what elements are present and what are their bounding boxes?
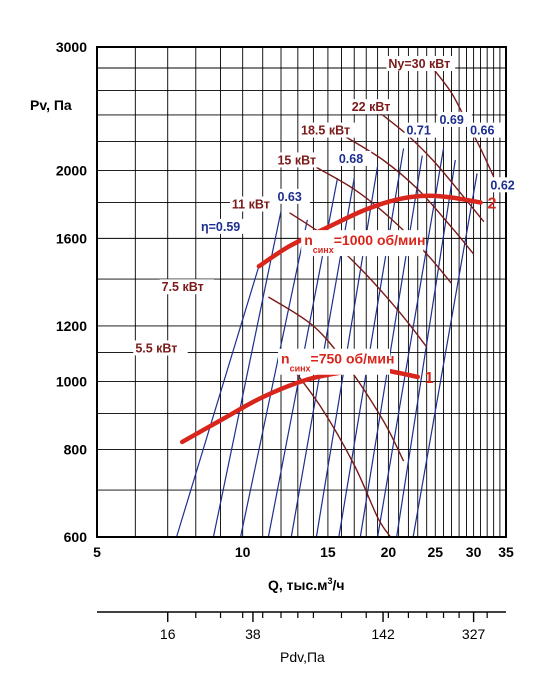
power-curve xyxy=(283,357,392,538)
x-tick-label: 20 xyxy=(381,544,397,560)
power-label-background xyxy=(133,340,188,356)
y-tick-label: 2000 xyxy=(56,162,87,178)
y-tick-label: 800 xyxy=(64,441,88,457)
plot-border xyxy=(96,46,507,538)
power-curve-label: 7.5 кВт xyxy=(162,280,204,294)
power-curve xyxy=(289,212,428,348)
power-curve-label: Ny=30 кВт xyxy=(388,57,450,71)
secondary-axis-tick-label: 327 xyxy=(462,626,486,642)
power-label-background xyxy=(299,122,361,138)
efficiency-label-background xyxy=(437,111,472,127)
efficiency-label-background xyxy=(404,122,439,138)
efficiency-line xyxy=(359,155,423,538)
efficiency-label-background xyxy=(275,188,310,204)
power-label-background xyxy=(159,279,215,295)
efficiency-line xyxy=(239,219,308,538)
efficiency-label: η=0.59 xyxy=(201,220,240,234)
x-axis-label: Q, тыс.м3/ч xyxy=(268,576,345,593)
secondary-axis-label: Pdv,Па xyxy=(280,649,325,665)
efficiency-label: 0.71 xyxy=(406,124,430,138)
speed-curve-label: nсинх=750 об/мин xyxy=(281,351,394,374)
efficiency-line xyxy=(175,266,260,538)
efficiency-label: 0.63 xyxy=(277,190,301,204)
x-tick-label: 35 xyxy=(498,544,514,560)
x-axis-label-prefix: Q, тыс.м xyxy=(268,577,328,593)
efficiency-label-background xyxy=(468,122,503,138)
secondary-axis: 16 38 142 327 xyxy=(97,611,506,642)
curve-labels: 1 2 nсинх=750 об/мин nсинх=1000 об/мин η=0.5… xyxy=(133,56,523,387)
efficiency-line xyxy=(396,159,456,538)
y-axis-label: Pv, Па xyxy=(30,97,72,113)
speed-label-background xyxy=(301,230,424,257)
x-axis-label-suffix: /ч xyxy=(333,577,345,593)
efficiency-line xyxy=(212,210,282,538)
secondary-axis-tick-label: 142 xyxy=(371,626,395,642)
speed-curve-end-label: 2 xyxy=(487,196,496,213)
x-tick-label: 25 xyxy=(427,544,443,560)
x-tick-label: 30 xyxy=(466,544,482,560)
power-label-background xyxy=(275,152,323,168)
y-tick-label: 1000 xyxy=(56,373,87,389)
y-tick-label: 3000 xyxy=(56,39,87,55)
speed-curve-label: nсинх=1000 об/мин xyxy=(304,232,425,255)
efficiency-line xyxy=(412,173,478,538)
secondary-axis-tick-label: 38 xyxy=(245,626,261,642)
efficiency-label: 0.62 xyxy=(490,178,514,192)
efficiency-label-background xyxy=(488,177,523,193)
x-tick-label: 10 xyxy=(235,544,251,560)
secondary-axis-tick-label: 16 xyxy=(160,626,176,642)
power-curve xyxy=(316,166,453,284)
power-label-background xyxy=(229,196,278,212)
tick-labels: 5 10 15 20 25 30 35 600 800 1000 1200 1600 2000 3000 xyxy=(56,39,514,560)
x-tick-label: 15 xyxy=(320,544,336,560)
efficiency-label: 0.66 xyxy=(470,124,494,138)
x-axis-label-sup: 3 xyxy=(328,576,333,586)
y-tick-label: 1200 xyxy=(56,318,87,334)
power-curve-label: 18.5 кВт xyxy=(301,124,350,138)
power-curve-label: 15 кВт xyxy=(277,153,316,167)
speed-label-background xyxy=(278,348,391,375)
power-curve xyxy=(380,113,485,223)
power-label-background xyxy=(386,56,456,72)
x-tick-label: 5 xyxy=(93,544,101,560)
efficiency-label: 0.68 xyxy=(339,152,363,166)
efficiency-label-background xyxy=(198,218,249,234)
efficiency-label: 0.69 xyxy=(439,113,463,127)
power-curve-label: 11 кВт xyxy=(232,198,270,212)
plot-frame xyxy=(96,46,507,538)
power-curve-label: 22 кВт xyxy=(352,100,391,114)
efficiency-line xyxy=(338,148,405,538)
y-tick-label: 1600 xyxy=(56,230,87,246)
efficiency-line xyxy=(377,148,445,538)
y-tick-label: 600 xyxy=(64,529,88,545)
power-curve-label: 5.5 кВт xyxy=(135,341,177,355)
efficiency-label-background xyxy=(336,150,372,166)
power-label-background xyxy=(349,99,397,115)
speed-curve xyxy=(256,193,483,269)
speed-curve-end-label: 1 xyxy=(425,370,434,387)
